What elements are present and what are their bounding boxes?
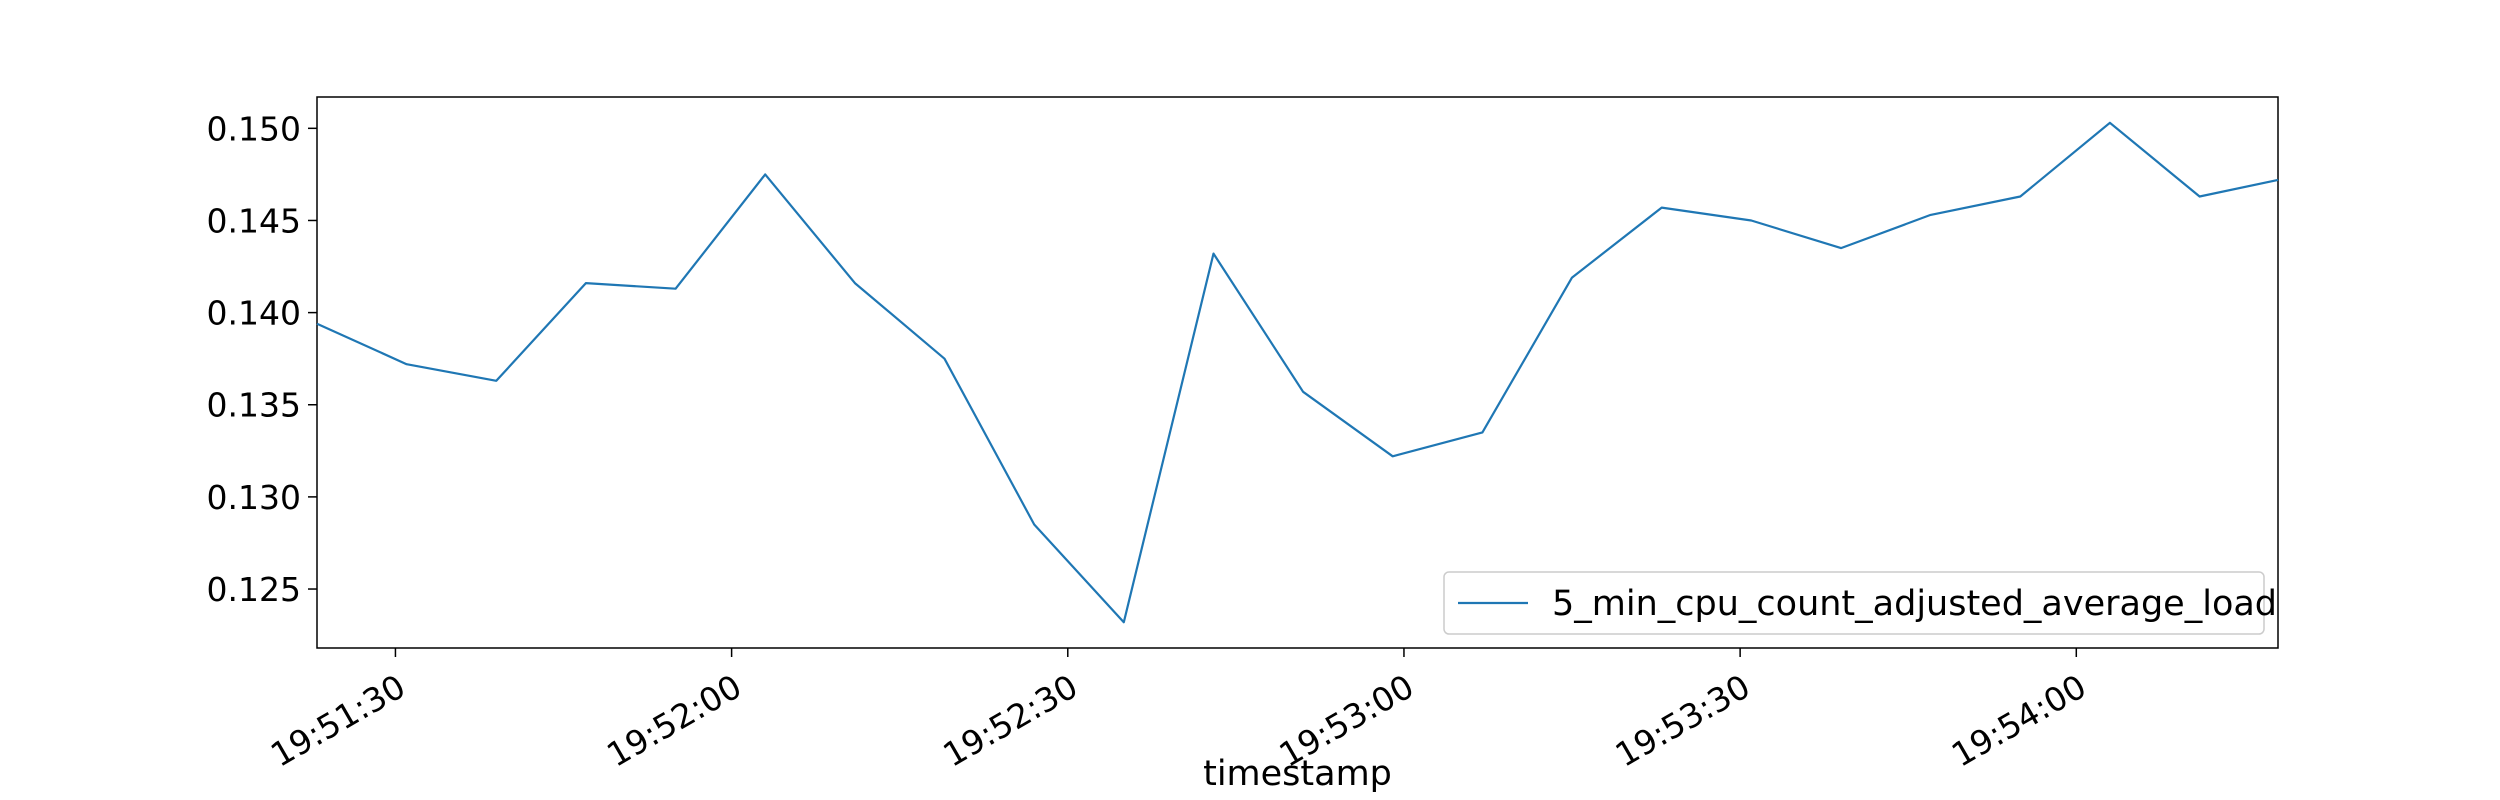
plot-area bbox=[316, 96, 2279, 649]
y-tick-label: 0.140 bbox=[207, 294, 301, 333]
x-tick-label: 19:53:30 bbox=[1609, 667, 1757, 775]
y-tick-label: 0.150 bbox=[207, 109, 301, 148]
x-axis-label: timestamp bbox=[1203, 754, 1392, 794]
plot-frame bbox=[316, 96, 2279, 649]
y-tick-label: 0.125 bbox=[207, 570, 301, 609]
y-axis: 0.125 0.130 0.135 0.140 0.145 0.150 bbox=[207, 109, 317, 609]
legend-label: 5_min_cpu_count_adjusted_average_load bbox=[1552, 584, 2277, 624]
series-layer bbox=[316, 121, 2279, 624]
y-tick-label: 0.145 bbox=[207, 201, 301, 240]
series-line-0 bbox=[316, 121, 2279, 624]
x-tick-label: 19:54:00 bbox=[1945, 667, 2093, 775]
x-axis: 19:51:30 19:52:00 19:52:30 19:53:00 19:53:30… bbox=[264, 648, 2093, 775]
legend: 5_min_cpu_count_adjusted_average_load bbox=[1443, 571, 2277, 635]
x-tick-label: 19:52:00 bbox=[600, 667, 748, 775]
x-tick-label: 19:51:30 bbox=[264, 667, 412, 775]
y-tick-label: 0.135 bbox=[207, 386, 301, 425]
legend-box bbox=[1443, 571, 2265, 635]
y-tick-label: 0.130 bbox=[207, 478, 301, 517]
x-tick-label: 19:52:30 bbox=[936, 667, 1084, 775]
